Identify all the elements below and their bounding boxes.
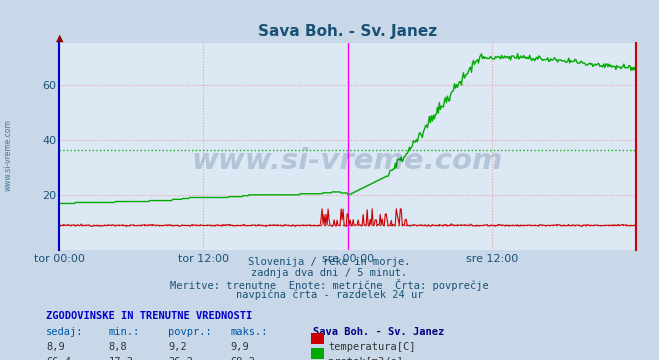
Text: Meritve: trenutne  Enote: metrične  Črta: povprečje: Meritve: trenutne Enote: metrične Črta: … [170,279,489,291]
Text: Sava Boh. - Sv. Janez: Sava Boh. - Sv. Janez [313,327,444,337]
Text: www.si-vreme.com: www.si-vreme.com [192,147,503,175]
Text: pretok[m3/s]: pretok[m3/s] [328,357,403,360]
Text: 36,2: 36,2 [168,357,193,360]
Text: 69,2: 69,2 [231,357,256,360]
Text: navpična črta - razdelek 24 ur: navpična črta - razdelek 24 ur [236,290,423,300]
Title: Sava Boh. - Sv. Janez: Sava Boh. - Sv. Janez [258,24,437,39]
Text: www.si-vreme.com: www.si-vreme.com [3,119,13,191]
Text: 9,9: 9,9 [231,342,249,352]
Text: 17,3: 17,3 [109,357,134,360]
Text: povpr.:: povpr.: [168,327,212,337]
Text: min.:: min.: [109,327,140,337]
Text: sedaj:: sedaj: [46,327,84,337]
Text: 8,9: 8,9 [46,342,65,352]
Text: zadnja dva dni / 5 minut.: zadnja dva dni / 5 minut. [251,268,408,278]
Text: Slovenija / reke in morje.: Slovenija / reke in morje. [248,257,411,267]
Text: 8,8: 8,8 [109,342,127,352]
Text: 66,4: 66,4 [46,357,71,360]
Text: 9,2: 9,2 [168,342,186,352]
Text: ZGODOVINSKE IN TRENUTNE VREDNOSTI: ZGODOVINSKE IN TRENUTNE VREDNOSTI [46,311,252,321]
Text: maks.:: maks.: [231,327,268,337]
Text: ▲: ▲ [55,33,63,43]
Text: temperatura[C]: temperatura[C] [328,342,416,352]
